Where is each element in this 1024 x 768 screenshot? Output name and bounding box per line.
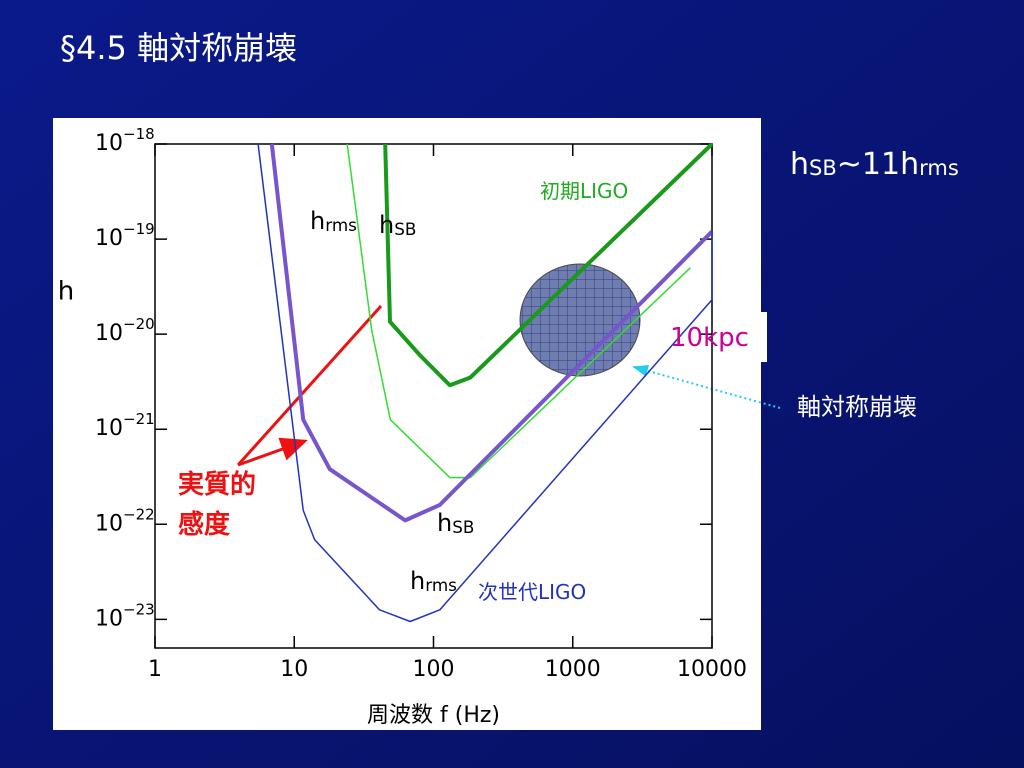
annotation-subscript: SB [809,156,837,180]
annotation-subscript: SB [452,517,474,537]
annotation: hSB~11hrms [790,147,959,182]
x-axis-label: 周波数 f (Hz) [367,703,500,728]
annotation-text: 初期LIGO [540,179,628,203]
annotation-text: h [310,207,325,235]
annotation-text: h [790,147,809,182]
y-axis-label: h [58,277,74,307]
annotation-text: ~11h [837,147,919,182]
x-tick-label: 100 [413,657,455,682]
annotation: hSB [437,509,474,537]
y-tick-exponent: −18 [123,125,155,143]
annotation: 感度 [178,509,230,540]
annotation-text: 10kpc [670,323,749,353]
annotation: hSB [379,211,416,239]
series-line [269,143,714,523]
annotation-text: 軸対称崩壊 [797,393,917,421]
annotation-text: 実質的 [178,469,256,500]
annotation-subscript: rms [425,575,457,595]
y-tick-exponent: −21 [123,410,155,428]
y-tick-exponent: −20 [123,315,155,333]
annotation: 実質的 [178,469,256,500]
annotation-text: 次世代LIGO [478,580,586,604]
annotation-text: h [379,211,394,239]
annotation-subscript: rms [919,156,959,180]
slide-title: §4.5 軸対称崩壊 [60,29,297,67]
annotation: 軸対称崩壊 [797,393,917,421]
annotation-subscript: rms [325,215,357,235]
annotation-text: h [410,567,425,595]
collapse-region [519,263,641,377]
arrow [236,304,383,465]
y-tick-exponent: −19 [123,220,155,238]
annotation: 次世代LIGO [478,580,586,604]
annotation-text: h [437,509,452,537]
annotation: hrms [410,567,457,595]
x-tick-label: 1 [148,657,162,682]
annotation: 初期LIGO [540,179,628,203]
series-line [257,143,713,623]
y-tick-exponent: −22 [123,505,155,523]
series-line [383,142,714,388]
x-tick-label: 10000 [677,657,747,682]
x-tick-label: 1000 [545,657,601,682]
annotation-subscript: SB [394,219,416,239]
chart-panel [53,118,761,730]
annotation: hrms [310,207,357,235]
arrow [632,365,781,409]
series-line [346,143,691,479]
x-tick-label: 10 [280,657,308,682]
y-tick-exponent: −23 [123,600,155,618]
label-box [665,312,767,362]
annotation-text: 感度 [178,509,230,540]
annotation: 10kpc [670,323,749,353]
